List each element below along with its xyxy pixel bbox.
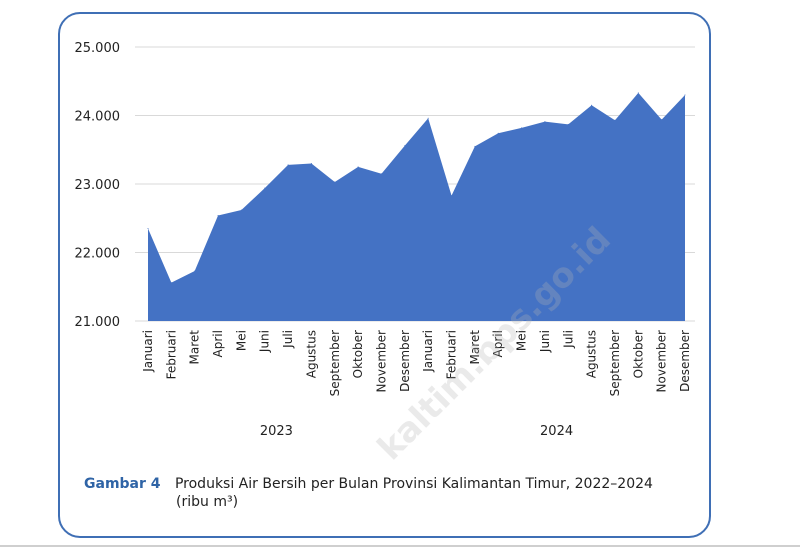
data-point: [544, 121, 546, 123]
figure-label: Gambar 4: [84, 476, 161, 492]
data-point: [334, 181, 336, 183]
figure-unit: (ribu m³): [176, 494, 239, 510]
data-point: [614, 119, 616, 121]
x-tick-label: Februari: [164, 330, 178, 379]
data-point: [310, 162, 312, 164]
y-tick-label: 24.000: [75, 110, 121, 125]
x-tick-label: Desember: [678, 330, 692, 392]
x-tick-label: April: [491, 330, 505, 357]
data-point: [451, 195, 453, 197]
x-tick-label: Juli: [281, 330, 295, 349]
data-point: [147, 228, 149, 230]
data-point: [404, 145, 406, 147]
data-point: [357, 166, 359, 168]
x-tick-label: November: [655, 330, 669, 392]
y-tick-label: 22.000: [75, 247, 121, 262]
data-point: [264, 187, 266, 189]
x-tick-label: Oktober: [631, 330, 645, 378]
data-point: [380, 173, 382, 175]
area-series: [148, 92, 685, 322]
x-tick-label: Maret: [188, 330, 202, 365]
data-point: [170, 282, 172, 284]
figure-title: Produksi Air Bersih per Bulan Provinsi K…: [174, 476, 653, 492]
y-tick-label: 21.000: [75, 315, 121, 330]
x-tick-label: Februari: [445, 330, 459, 379]
page-divider: [0, 545, 800, 547]
figure-caption: Gambar 4 Produksi Air Bersih per Bulan P…: [84, 475, 694, 511]
data-point: [591, 104, 593, 106]
x-tick-label: Juli: [561, 330, 575, 349]
year-label: 2023: [260, 424, 293, 439]
x-tick-label: Januari: [421, 330, 435, 373]
data-point: [287, 164, 289, 166]
data-point: [474, 145, 476, 147]
year-label: 2024: [540, 424, 573, 439]
x-tick-label: Oktober: [351, 330, 365, 378]
x-tick-label: Juni: [538, 330, 552, 353]
x-tick-label: Januari: [141, 330, 155, 373]
x-tick-label: September: [328, 330, 342, 396]
x-tick-label: Agustus: [304, 330, 318, 378]
x-tick-label: Maret: [468, 330, 482, 365]
x-tick-label: November: [374, 330, 388, 392]
data-point: [637, 92, 639, 94]
data-point: [567, 123, 569, 125]
x-tick-label: Mei: [234, 330, 248, 351]
x-tick-label: Agustus: [585, 330, 599, 378]
data-point: [521, 127, 523, 129]
data-point: [240, 209, 242, 211]
data-point: [684, 94, 686, 96]
data-point: [427, 117, 429, 119]
x-tick-label: Desember: [398, 330, 412, 392]
y-tick-label: 25.000: [75, 41, 121, 56]
data-point: [661, 119, 663, 121]
x-tick-label: September: [608, 330, 622, 396]
x-tick-label: April: [211, 330, 225, 357]
data-point: [194, 270, 196, 272]
data-point: [497, 132, 499, 134]
data-point: [217, 215, 219, 217]
x-tick-label: Juni: [258, 330, 272, 353]
x-tick-label: Mei: [515, 330, 529, 351]
y-tick-label: 23.000: [75, 178, 121, 193]
